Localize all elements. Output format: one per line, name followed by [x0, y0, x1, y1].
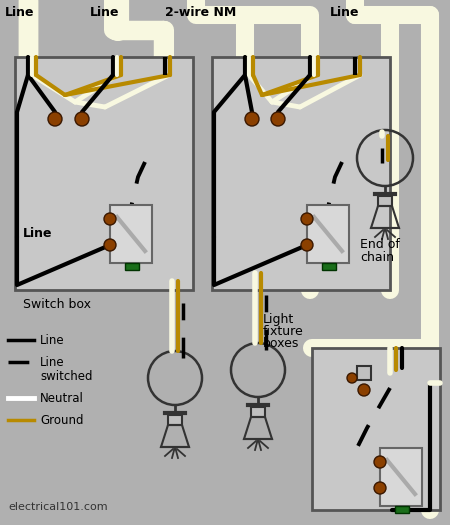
Text: 2-wire NM: 2-wire NM: [165, 6, 236, 19]
Bar: [395, 506, 409, 513]
Circle shape: [271, 112, 285, 126]
Text: Line: Line: [40, 333, 65, 346]
Text: Neutral: Neutral: [40, 392, 84, 404]
Bar: [251, 407, 265, 417]
Circle shape: [75, 112, 89, 126]
Text: electrical101.com: electrical101.com: [8, 502, 108, 512]
Circle shape: [374, 482, 386, 494]
Circle shape: [301, 239, 313, 251]
Text: End of: End of: [360, 238, 400, 251]
Bar: [312, 348, 440, 510]
Text: Line: Line: [330, 6, 360, 19]
Bar: [380, 448, 422, 506]
Bar: [15, 57, 193, 290]
Circle shape: [48, 112, 62, 126]
Circle shape: [104, 239, 116, 251]
Bar: [357, 366, 371, 380]
Text: Line: Line: [90, 6, 120, 19]
Text: switched: switched: [40, 370, 93, 383]
Text: Light: Light: [263, 313, 294, 326]
Text: Switch box: Switch box: [23, 298, 91, 311]
Text: Ground: Ground: [40, 414, 84, 426]
Bar: [322, 263, 336, 270]
Text: Line: Line: [23, 227, 53, 240]
Bar: [110, 205, 152, 263]
Circle shape: [347, 373, 357, 383]
Text: chain: chain: [360, 251, 394, 264]
Text: boxes: boxes: [263, 337, 299, 350]
Circle shape: [301, 213, 313, 225]
Bar: [212, 57, 390, 290]
Bar: [378, 196, 392, 206]
Text: Line: Line: [5, 6, 35, 19]
Circle shape: [104, 213, 116, 225]
Text: Line: Line: [40, 355, 65, 369]
Circle shape: [358, 384, 370, 396]
Circle shape: [374, 456, 386, 468]
Circle shape: [245, 112, 259, 126]
Bar: [125, 263, 139, 270]
Text: fixture: fixture: [263, 325, 304, 338]
Bar: [307, 205, 349, 263]
Bar: [168, 415, 182, 425]
